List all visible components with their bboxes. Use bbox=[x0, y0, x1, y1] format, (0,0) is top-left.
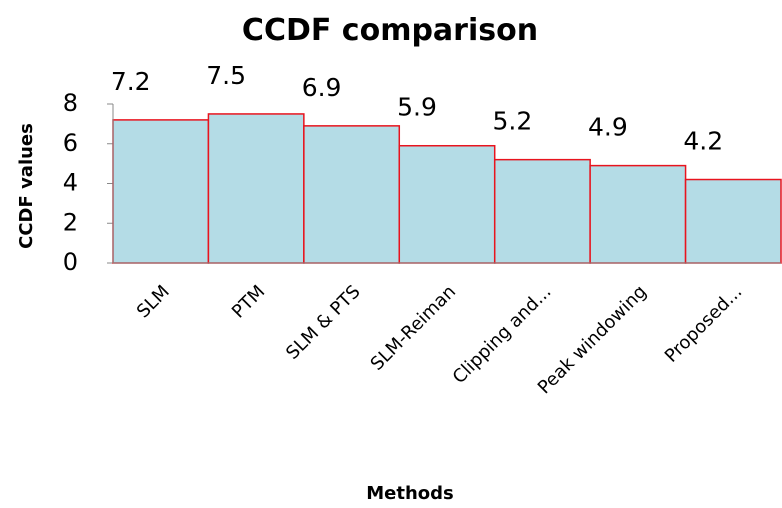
x-tick-label: Clipping and... bbox=[449, 281, 556, 388]
chart-title: CCDF comparison bbox=[242, 13, 538, 48]
bar bbox=[303, 125, 401, 264]
x-tick-label: PTM bbox=[228, 281, 269, 322]
data-label: 5.9 bbox=[397, 93, 437, 122]
data-label: 7.5 bbox=[206, 61, 246, 90]
data-label: 7.2 bbox=[111, 67, 151, 96]
bar bbox=[398, 144, 496, 264]
bar bbox=[684, 178, 782, 264]
bar bbox=[589, 164, 687, 264]
y-tick-label: 8 bbox=[63, 89, 78, 117]
y-tick-label: 0 bbox=[63, 248, 78, 276]
x-tick-label: SLM bbox=[133, 281, 174, 322]
data-label: 6.9 bbox=[302, 73, 342, 102]
y-tick-label: 6 bbox=[63, 129, 78, 157]
x-tick-label: SLM-Reiman bbox=[367, 281, 461, 375]
bar bbox=[493, 158, 591, 264]
data-label: 4.2 bbox=[683, 127, 723, 156]
bar bbox=[112, 119, 210, 264]
bar bbox=[207, 113, 305, 264]
y-tick-label: 4 bbox=[63, 169, 78, 197]
x-axis-title: Methods bbox=[366, 483, 454, 504]
y-tick-label: 2 bbox=[63, 208, 78, 236]
x-tick-label: SLM & PTS bbox=[282, 281, 365, 364]
x-tick-label: Proposed... bbox=[661, 281, 747, 367]
data-label: 5.2 bbox=[493, 107, 533, 136]
data-label: 4.9 bbox=[588, 113, 628, 142]
y-axis-title: CCDF values bbox=[16, 123, 37, 249]
